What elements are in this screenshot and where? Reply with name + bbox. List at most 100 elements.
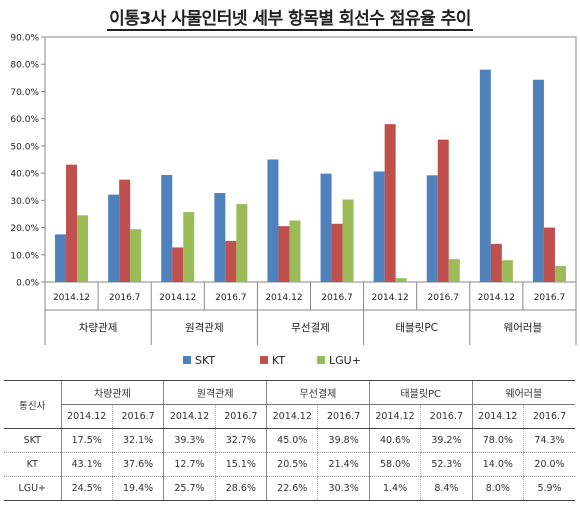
table-period-header: 2016.7 xyxy=(317,404,370,429)
bar-lgu xyxy=(77,215,89,282)
table-group-header: 원격관제 xyxy=(163,380,267,405)
table-cell: 52.3% xyxy=(420,452,473,477)
bar-skt xyxy=(267,159,279,282)
y-tick-label: 40.0% xyxy=(10,170,39,180)
table-cell: 39.3% xyxy=(163,428,216,453)
table-cell: 24.5% xyxy=(60,476,113,501)
table-cell: 78.0% xyxy=(471,428,524,453)
table-cell: 8.4% xyxy=(420,476,473,501)
table-cell: 1.4% xyxy=(368,476,421,501)
bar-chart: 0.0% 10.0% 20.0% 30.0% 40.0% 50.0% 60.0% 70.0% 8… xyxy=(10,34,577,367)
legend-swatch xyxy=(183,356,191,364)
x-group-label: 태블릿PC xyxy=(395,322,438,334)
x-tick-label: 2014.12 xyxy=(53,293,90,303)
bar-lgu xyxy=(448,259,460,282)
x-group-label: 웨어러블 xyxy=(504,322,543,334)
bar-skt xyxy=(320,173,332,282)
table-cell: 39.8% xyxy=(317,428,370,453)
legend-label: SKT xyxy=(195,354,215,367)
table-cell: 14.0% xyxy=(471,452,524,477)
table-period-header: 2014.12 xyxy=(471,404,524,429)
bar-kt xyxy=(543,227,555,282)
table-period-header: 2016.7 xyxy=(523,404,575,429)
x-tick-label: 2016.7 xyxy=(109,293,141,303)
table-period-header: 2016.7 xyxy=(420,404,473,429)
legend-label: LGU+ xyxy=(329,354,361,367)
x-tick-label: 2014.12 xyxy=(372,293,409,303)
table-row: SKT 17.5% 32.1% 39.3% 32.7% 45.0% 39.8% … xyxy=(4,428,575,453)
x-group-label: 원격관제 xyxy=(185,321,224,334)
bar-kt xyxy=(225,240,237,282)
table-group-header-row: 통신사 차량관제 원격관제 무선결제 태블릿PC 웨어러블 xyxy=(4,380,575,429)
data-table: 통신사 차량관제 원격관제 무선결제 태블릿PC 웨어러블 2014.12 20… xyxy=(4,380,575,501)
table-cell: 39.2% xyxy=(420,428,473,453)
table-row-label: SKT xyxy=(4,428,61,453)
table-cell: 12.7% xyxy=(163,452,216,477)
table-cell: 37.6% xyxy=(111,452,164,477)
table-cell: 40.6% xyxy=(368,428,421,453)
table-row: KT 43.1% 37.6% 12.7% 15.1% 20.5% 21.4% 5… xyxy=(4,452,575,477)
y-tick-label: 10.0% xyxy=(10,251,39,261)
bar-skt xyxy=(55,234,67,282)
table-cell: 19.4% xyxy=(111,476,164,501)
table-period-header: 2014.12 xyxy=(266,404,318,429)
x-tick-label: 2014.12 xyxy=(265,293,302,303)
table-row: LGU+ 24.5% 19.4% 25.7% 28.6% 22.6% 30.3%… xyxy=(4,476,575,501)
table-cell: 45.0% xyxy=(266,428,318,453)
table-group-header: 웨어러블 xyxy=(471,380,575,405)
x-tick-label: 2014.12 xyxy=(478,293,515,303)
bar-lgu xyxy=(342,199,354,282)
bar-lgu xyxy=(289,220,301,282)
table-cell: 25.7% xyxy=(163,476,216,501)
table-cell: 32.1% xyxy=(111,428,164,453)
table-period-header: 2016.7 xyxy=(111,404,164,429)
y-tick-label: 90.0% xyxy=(10,34,39,44)
y-tick-label: 0.0% xyxy=(16,279,39,289)
table-cell: 20.0% xyxy=(523,452,575,477)
legend-label: KT xyxy=(272,354,285,367)
bar-kt xyxy=(384,124,396,282)
table-group-header: 차량관제 xyxy=(60,380,164,405)
x-tick-label: 2014.12 xyxy=(159,293,196,303)
table-period-header: 2014.12 xyxy=(368,404,421,429)
table-cell: 28.6% xyxy=(214,476,267,501)
bar-skt xyxy=(214,192,226,282)
bar-kt xyxy=(119,179,131,282)
table-cell: 32.7% xyxy=(214,428,267,453)
table-cell: 8.0% xyxy=(471,476,524,501)
table-cell: 22.6% xyxy=(266,476,318,501)
bar-skt xyxy=(161,175,173,282)
bar-skt xyxy=(426,175,438,282)
bar-kt xyxy=(172,247,184,282)
table-cell: 43.1% xyxy=(60,452,113,477)
x-tick-label: 2016.7 xyxy=(534,293,566,303)
y-tick-label: 80.0% xyxy=(10,61,39,71)
bar-kt xyxy=(331,223,343,282)
bar-lgu xyxy=(236,204,248,282)
chart-title: 이통3사 사물인터넷 세부 항목별 회선수 점유율 추이 xyxy=(0,4,580,31)
y-tick-label: 20.0% xyxy=(10,224,39,234)
table-corner-header: 통신사 xyxy=(4,380,61,429)
bar-lgu xyxy=(501,260,513,282)
x-group-label: 무선결제 xyxy=(291,322,330,334)
x-group-label: 차량관제 xyxy=(79,322,118,334)
table-cell: 15.1% xyxy=(214,452,267,477)
bar-skt xyxy=(373,171,385,282)
table-group-header: 무선결제 xyxy=(266,380,370,405)
bar-skt xyxy=(479,69,491,283)
table-cell: 21.4% xyxy=(317,452,370,477)
x-tick-label: 2016.7 xyxy=(215,293,247,303)
table-period-header-row: 2014.12 2016.7 2014.12 2016.7 2014.12 20… xyxy=(4,404,575,429)
bar-kt xyxy=(490,243,502,282)
table-cell: 5.9% xyxy=(523,476,575,501)
table-period-header: 2016.7 xyxy=(214,404,267,429)
table-row-label: KT xyxy=(4,452,61,477)
bar-lgu xyxy=(395,278,407,282)
table-cell: 74.3% xyxy=(523,428,575,453)
bar-skt xyxy=(108,194,120,282)
bar-skt xyxy=(532,79,544,282)
x-tick-label: 2016.7 xyxy=(321,293,353,303)
y-tick-label: 60.0% xyxy=(10,115,39,125)
table-period-header: 2014.12 xyxy=(60,404,113,429)
table-cell: 20.5% xyxy=(266,452,318,477)
